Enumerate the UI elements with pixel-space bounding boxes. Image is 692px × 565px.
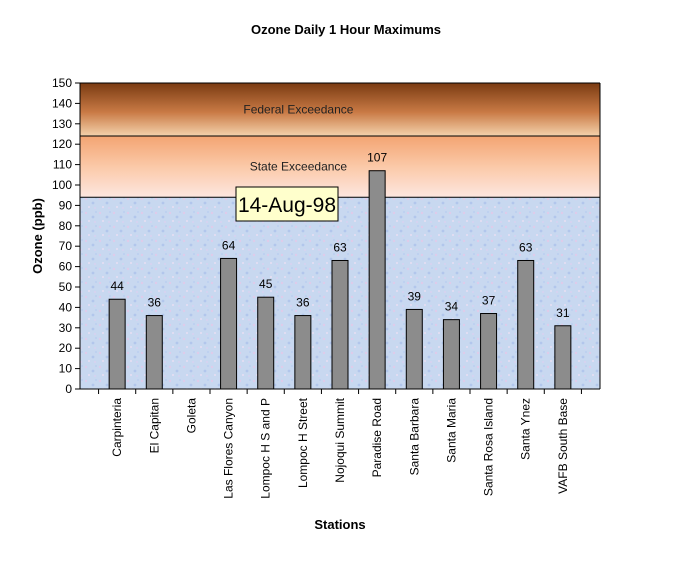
bar-series [108,170,572,390]
y-tick-label: 150 [52,76,72,90]
y-tick-label: 130 [52,117,72,131]
date-text: 14-Aug-98 [238,194,336,217]
federal-exceedance-label: Federal Exceedance [243,103,353,117]
data-label: 34 [445,300,459,314]
x-tick-label: Santa Ynez [519,398,533,460]
bar [517,259,535,390]
x-tick-label: Goleta [184,398,198,434]
y-tick-label: 20 [59,341,73,355]
x-tick-label: VAFB South Base [556,398,570,494]
y-tick-label: 100 [52,178,72,192]
x-tick-label: Lompoc H S and P [259,398,273,499]
axes: 0 10 20 30 40 50 60 70 80 90 100 110 120 130 140 150 Ca… [52,76,601,499]
data-label: 37 [482,294,496,308]
federal-exceedance-band [80,83,600,137]
date-annotation: 14-Aug-98 [235,186,339,222]
bar [257,296,275,390]
data-label: 39 [408,289,422,303]
y-tick-label: 110 [53,158,72,172]
x-ticks: Carpinteria El Capitan Goleta Las Flores Ca… [98,389,582,499]
x-tick-label: Santa Rosa Island [482,398,496,496]
x-tick-label: Las Flores Canyon [222,398,236,499]
x-axis-title: Stations [314,517,365,532]
data-label: 44 [110,279,124,293]
y-tick-label: 140 [52,96,72,110]
y-tick-label: 80 [59,219,73,233]
data-label: 64 [222,238,236,252]
y-tick-label: 30 [59,321,73,335]
data-label: 63 [519,240,533,254]
y-tick-label: 40 [59,300,73,314]
y-tick-label: 10 [59,362,73,376]
x-tick-label: El Capitan [147,398,161,453]
data-label: 63 [333,240,347,254]
x-tick-label: Carpinteria [110,398,124,457]
bar [442,319,460,390]
bar [554,325,572,390]
y-tick-label: 0 [65,382,72,396]
bar [405,308,423,390]
data-label: 107 [367,151,387,165]
bar [108,298,126,390]
date-box [235,186,339,222]
bar [294,315,312,390]
bar [145,315,163,390]
data-label: 45 [259,277,273,291]
x-tick-label: Santa Maria [444,398,458,463]
state-exceedance-band [80,136,600,198]
data-label: 36 [148,296,162,310]
y-tick-label: 120 [52,137,72,151]
bar [368,170,386,390]
x-tick-label: Paradise Road [370,398,384,477]
state-exceedance-label: State Exceedance [250,160,348,174]
y-tick-label: 60 [59,260,73,274]
bar [220,257,238,390]
x-tick-label: Nojoqui Summit [333,397,347,482]
bar [480,313,498,390]
y-tick-label: 70 [59,239,73,253]
bar [331,259,349,390]
data-labels: 44 36 64 45 36 63 107 39 34 37 63 31 [110,151,569,320]
x-tick-label: Santa Barbara [407,398,421,476]
plot-area: Federal Exceedance State Exceedance [80,83,600,389]
data-label: 31 [556,306,570,320]
y-ticks: 0 10 20 30 40 50 60 70 80 90 100 110 120 130 140 150 [52,76,80,396]
data-label: 36 [296,296,310,310]
y-axis-title: Ozone (ppb) [30,198,45,274]
y-tick-label: 50 [59,280,73,294]
chart-title: Ozone Daily 1 Hour Maximums [251,22,441,37]
x-tick-label: Lompoc H Street [296,397,310,488]
y-tick-label: 90 [59,198,73,212]
